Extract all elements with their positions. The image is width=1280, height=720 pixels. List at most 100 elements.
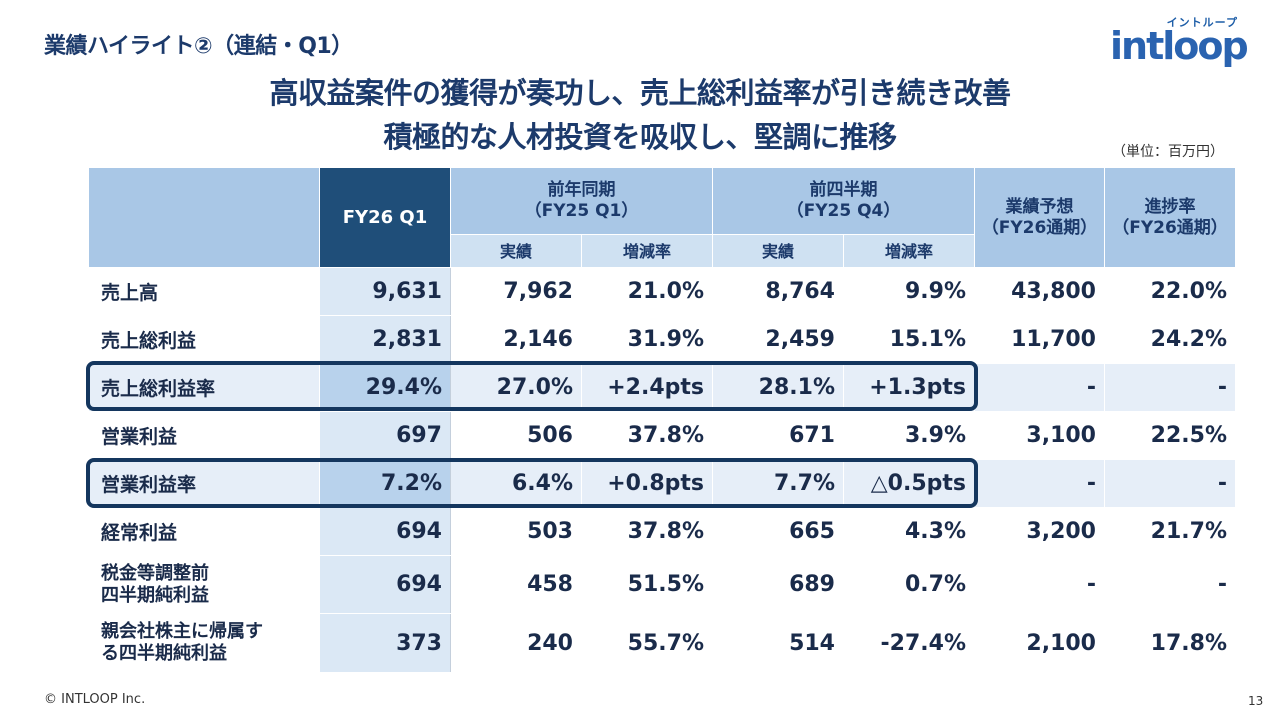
cell-qoq-actual: 7.7% (712, 459, 844, 508)
cell-qoq-change: +1.3pts (843, 363, 975, 412)
cell-qoq-change: 3.9% (843, 411, 975, 460)
cell-progress: 21.7% (1104, 507, 1236, 556)
cell-qoq-change: 9.9% (843, 267, 975, 316)
cell-yoy-change: 21.0% (581, 267, 713, 316)
unit-note: （単位：百万円） (1112, 144, 1224, 160)
header-prior-quarter-line2: （FY25 Q4） (786, 201, 901, 221)
row-label: 親会社株主に帰属す る四半期純利益 (88, 613, 320, 673)
header-prior-year-line2: （FY25 Q1） (524, 201, 639, 221)
header-progress-line2: （FY26通期） (1112, 217, 1228, 238)
row-label: 売上総利益 (88, 315, 320, 364)
table-row: 売上総利益 2,831 2,146 31.9% 2,459 15.1% 11,7… (88, 315, 1236, 364)
row-label: 営業利益率 (88, 459, 320, 508)
cell-yoy-change: 31.9% (581, 315, 713, 364)
table-row: 税金等調整前 四半期純利益 694 458 51.5% 689 0.7% - - (88, 555, 1236, 614)
cell-yoy-actual: 27.0% (450, 363, 582, 412)
row-label: 営業利益 (88, 411, 320, 460)
cell-yoy-change: 37.8% (581, 411, 713, 460)
cell-qoq-change: 0.7% (843, 555, 975, 614)
cell-forecast: 3,100 (974, 411, 1105, 460)
header-progress-line1: 進捗率 (1144, 196, 1196, 217)
header-progress: 進捗率 （FY26通期） (1104, 167, 1236, 268)
cell-q1: 694 (319, 507, 451, 556)
cell-yoy-change: 55.7% (581, 613, 713, 673)
table-row: 親会社株主に帰属す る四半期純利益 373 240 55.7% 514 -27.… (88, 613, 1236, 673)
header-yoy-actual: 実績 (450, 234, 582, 268)
cell-yoy-actual: 503 (450, 507, 582, 556)
cell-progress: 22.0% (1104, 267, 1236, 316)
cell-qoq-actual: 665 (712, 507, 844, 556)
cell-q1: 697 (319, 411, 451, 460)
row-label-line2: 四半期純利益 (101, 584, 209, 606)
row-label-line2: る四半期純利益 (101, 643, 227, 664)
header-yoy-change: 増減率 (581, 234, 713, 268)
table-row: 売上高 9,631 7,962 21.0% 8,764 9.9% 43,800 … (88, 267, 1236, 316)
cell-progress: 17.8% (1104, 613, 1236, 673)
cell-yoy-actual: 240 (450, 613, 582, 673)
cell-forecast: 2,100 (974, 613, 1105, 673)
intloop-logo: イントループ intloop (1108, 12, 1258, 68)
header-prior-quarter-line1: 前四半期 (809, 180, 878, 200)
header-qoq-actual: 実績 (712, 234, 844, 268)
cell-qoq-actual: 514 (712, 613, 844, 673)
cell-forecast: 3,200 (974, 507, 1105, 556)
cell-yoy-actual: 6.4% (450, 459, 582, 508)
copyright: © INTLOOP Inc. (44, 692, 146, 707)
cell-q1: 373 (319, 613, 451, 673)
header-forecast-line1: 業績予想 (1005, 196, 1074, 217)
cell-yoy-actual: 7,962 (450, 267, 582, 316)
header-forecast-line2: （FY26通期） (981, 217, 1098, 238)
cell-qoq-change: △0.5pts (843, 459, 975, 508)
table-row: 経常利益 694 503 37.8% 665 4.3% 3,200 21.7% (88, 507, 1236, 556)
row-label: 売上総利益率 (88, 363, 320, 412)
cell-forecast: - (974, 555, 1105, 614)
row-label-line1: 親会社株主に帰属す (101, 621, 263, 642)
cell-yoy-actual: 458 (450, 555, 582, 614)
cell-qoq-actual: 2,459 (712, 315, 844, 364)
headline-line-1: 高収益案件の獲得が奏功し、売上総利益率が引き続き改善 (269, 76, 1011, 110)
cell-yoy-actual: 2,146 (450, 315, 582, 364)
cell-qoq-change: 15.1% (843, 315, 975, 364)
cell-q1: 2,831 (319, 315, 451, 364)
row-label: 経常利益 (88, 507, 320, 556)
cell-progress: 24.2% (1104, 315, 1236, 364)
cell-yoy-change: 51.5% (581, 555, 713, 614)
cell-qoq-actual: 671 (712, 411, 844, 460)
header-prior-quarter: 前四半期 （FY25 Q4） (712, 167, 975, 235)
table-row-highlighted: 営業利益率 7.2% 6.4% +0.8pts 7.7% △0.5pts - - (88, 459, 1236, 508)
cell-progress: 22.5% (1104, 411, 1236, 460)
cell-q1: 7.2% (319, 459, 451, 508)
table-row: 営業利益 697 506 37.8% 671 3.9% 3,100 22.5% (88, 411, 1236, 460)
cell-q1: 694 (319, 555, 451, 614)
cell-q1: 9,631 (319, 267, 451, 316)
cell-forecast: - (974, 459, 1105, 508)
row-label: 売上高 (88, 267, 320, 316)
row-label: 税金等調整前 四半期純利益 (88, 555, 320, 614)
header-current-quarter: FY26 Q1 (319, 167, 451, 268)
row-label-line1: 税金等調整前 (101, 562, 209, 584)
cell-yoy-change: +2.4pts (581, 363, 713, 412)
logo-wordmark: intloop (1110, 24, 1249, 68)
cell-forecast: - (974, 363, 1105, 412)
section-title: 業績ハイライト②（連結・Q1） (44, 34, 353, 59)
cell-progress: - (1104, 363, 1236, 412)
cell-qoq-actual: 8,764 (712, 267, 844, 316)
logo-kana: イントループ (1166, 16, 1238, 29)
cell-qoq-change: 4.3% (843, 507, 975, 556)
cell-qoq-actual: 28.1% (712, 363, 844, 412)
cell-yoy-change: +0.8pts (581, 459, 713, 508)
cell-yoy-change: 37.8% (581, 507, 713, 556)
header-prior-year-line1: 前年同期 (547, 180, 616, 200)
cell-qoq-change: -27.4% (843, 613, 975, 673)
header-prior-year: 前年同期 （FY25 Q1） (450, 167, 713, 235)
cell-qoq-actual: 689 (712, 555, 844, 614)
cell-forecast: 43,800 (974, 267, 1105, 316)
cell-progress: - (1104, 459, 1236, 508)
header-qoq-change: 増減率 (843, 234, 975, 268)
header-forecast: 業績予想 （FY26通期） (974, 167, 1105, 268)
cell-progress: - (1104, 555, 1236, 614)
header-corner (88, 167, 320, 268)
page-number: 13 (1248, 694, 1264, 708)
cell-yoy-actual: 506 (450, 411, 582, 460)
cell-forecast: 11,700 (974, 315, 1105, 364)
